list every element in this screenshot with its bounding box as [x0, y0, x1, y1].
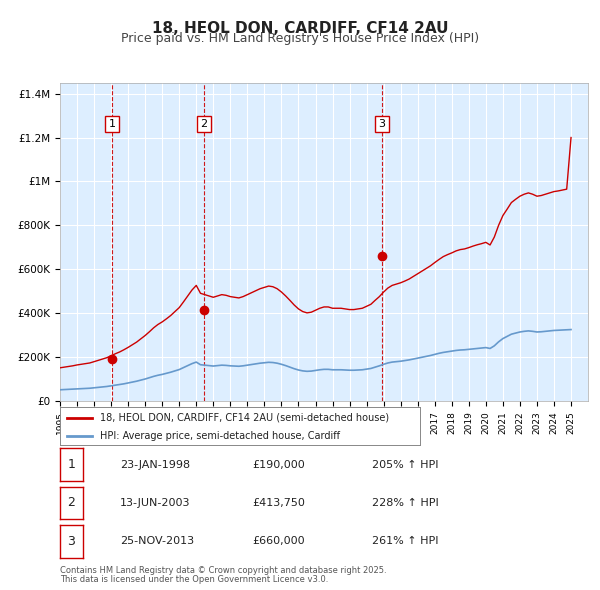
Text: £190,000: £190,000	[252, 460, 305, 470]
Text: 3: 3	[67, 535, 76, 548]
Text: 205% ↑ HPI: 205% ↑ HPI	[372, 460, 439, 470]
Text: This data is licensed under the Open Government Licence v3.0.: This data is licensed under the Open Gov…	[60, 575, 328, 584]
Text: 13-JUN-2003: 13-JUN-2003	[120, 498, 191, 508]
Text: 25-NOV-2013: 25-NOV-2013	[120, 536, 194, 546]
Text: 261% ↑ HPI: 261% ↑ HPI	[372, 536, 439, 546]
Text: 18, HEOL DON, CARDIFF, CF14 2AU: 18, HEOL DON, CARDIFF, CF14 2AU	[152, 21, 448, 35]
Text: 228% ↑ HPI: 228% ↑ HPI	[372, 498, 439, 508]
Text: 3: 3	[379, 119, 385, 129]
Text: 2: 2	[67, 496, 76, 510]
Text: 1: 1	[109, 119, 116, 129]
Text: £660,000: £660,000	[252, 536, 305, 546]
Text: £413,750: £413,750	[252, 498, 305, 508]
Text: Price paid vs. HM Land Registry's House Price Index (HPI): Price paid vs. HM Land Registry's House …	[121, 32, 479, 45]
Text: Contains HM Land Registry data © Crown copyright and database right 2025.: Contains HM Land Registry data © Crown c…	[60, 566, 386, 575]
Text: 1: 1	[67, 458, 76, 471]
Text: HPI: Average price, semi-detached house, Cardiff: HPI: Average price, semi-detached house,…	[100, 431, 340, 441]
Text: 18, HEOL DON, CARDIFF, CF14 2AU (semi-detached house): 18, HEOL DON, CARDIFF, CF14 2AU (semi-de…	[100, 413, 389, 423]
Text: 2: 2	[200, 119, 208, 129]
Text: 23-JAN-1998: 23-JAN-1998	[120, 460, 190, 470]
